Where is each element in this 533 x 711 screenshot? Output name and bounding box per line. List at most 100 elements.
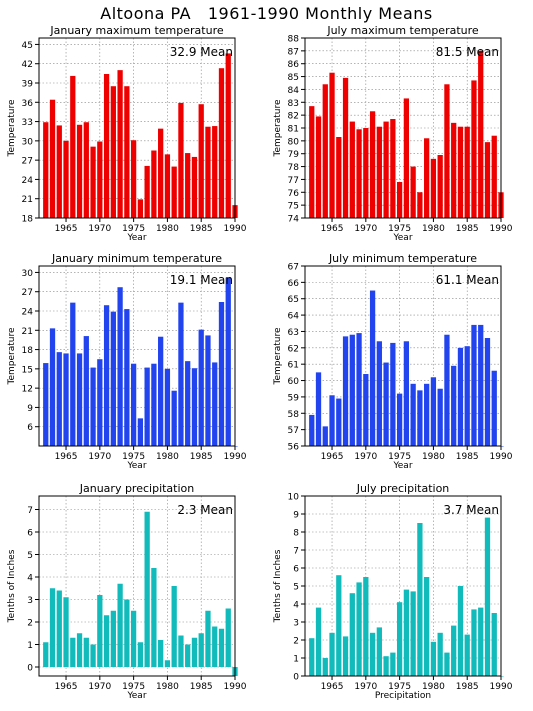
bar [130, 610, 137, 667]
bar [103, 615, 110, 667]
x-tick-label: 1970 [354, 682, 377, 692]
bar [457, 586, 464, 676]
bar [363, 374, 369, 446]
bar [410, 591, 416, 676]
bar [451, 122, 457, 218]
x-axis-label: Year [126, 691, 146, 701]
x-tick-label: 1980 [422, 452, 445, 462]
bar [424, 383, 430, 446]
bar [212, 126, 218, 218]
bar [110, 86, 116, 218]
bar [43, 642, 49, 667]
bar [124, 309, 130, 446]
x-tick-label: 1980 [422, 682, 445, 692]
x-tick-label: 1965 [321, 452, 344, 462]
chart-title: July maximum temperature [326, 24, 479, 37]
bar [424, 138, 430, 218]
bar [356, 582, 362, 676]
x-tick-label: 1990 [490, 224, 513, 234]
y-tick-label: 88 [288, 35, 300, 45]
bar [103, 305, 110, 446]
bar [117, 287, 123, 446]
bar [390, 119, 396, 218]
bar [151, 363, 157, 446]
bar [70, 637, 76, 667]
y-tick-label: 78 [288, 163, 300, 173]
bar [198, 633, 204, 667]
plot-border [304, 37, 502, 219]
bar [417, 390, 423, 446]
bar [356, 129, 362, 218]
bar [322, 84, 328, 219]
bar [185, 153, 191, 218]
y-tick-label: 36 [22, 99, 34, 109]
bar [315, 116, 322, 218]
bar [451, 625, 457, 676]
bar [70, 75, 76, 218]
bar [56, 590, 62, 667]
y-tick-label: 6 [293, 565, 299, 575]
y-tick-label: 45 [22, 41, 33, 51]
y-tick-label: 39 [22, 80, 34, 90]
y-tick-label: 18 [22, 215, 34, 225]
bar [491, 135, 497, 218]
bar [171, 586, 177, 667]
bar [178, 102, 184, 218]
bar [396, 182, 403, 218]
bar [484, 517, 491, 676]
bar [457, 347, 464, 446]
bar [178, 302, 184, 446]
y-tick-label: 5 [27, 551, 33, 561]
bar [164, 154, 171, 218]
bar [491, 613, 497, 676]
x-tick-label: 1985 [190, 452, 213, 462]
bar [417, 523, 423, 676]
plot-border [304, 265, 502, 447]
y-tick-label: 66 [288, 279, 300, 289]
y-tick-label: 83 [288, 99, 299, 109]
bar [315, 372, 322, 446]
y-tick-label: 7 [293, 547, 299, 557]
y-tick-label: 1 [293, 655, 299, 665]
y-tick-label: 7 [27, 506, 33, 516]
bar [329, 72, 335, 218]
bar [437, 388, 443, 446]
y-tick-label: 60 [288, 377, 300, 387]
bar [130, 140, 137, 218]
bar [336, 398, 342, 446]
bar [137, 199, 144, 218]
y-tick-label: 1 [27, 641, 33, 651]
bar [322, 426, 328, 446]
bar [376, 341, 382, 446]
y-axis-label: Temperature [7, 327, 17, 385]
x-tick-label: 1975 [388, 682, 411, 692]
chart-title: January minimum temperature [51, 252, 222, 265]
chart-title: January maximum temperature [49, 24, 223, 37]
bar [110, 311, 116, 446]
bar [63, 597, 69, 667]
chart-jul-precip: 0 1 2 3 4 5 6 7 8 9 10 1965 1970 1975 1980 1985 1990 July… [273, 482, 513, 701]
y-tick-label: 24 [22, 176, 34, 186]
bar [117, 70, 123, 218]
y-tick-label: 12 [22, 385, 33, 395]
bar [158, 640, 164, 667]
bar [457, 126, 464, 218]
chart-jan-min-temp: 6 9 12 15 18 21 24 27 30 1965 1970 1975 1980 1985 1990… [7, 252, 247, 471]
bar [97, 595, 103, 667]
bar [49, 588, 56, 667]
bar [137, 418, 144, 446]
x-tick-label: 1990 [224, 452, 247, 462]
mean-label: 32.9 Mean [170, 45, 233, 59]
bar [43, 363, 49, 446]
y-tick-label: 2 [293, 637, 299, 647]
bar [90, 367, 96, 446]
x-tick-label: 1965 [55, 224, 78, 234]
bar [471, 324, 477, 446]
bar [478, 324, 484, 446]
y-tick-label: 65 [288, 295, 299, 305]
y-axis-label: Tenths of Inches [7, 549, 17, 623]
x-tick-label: 1965 [321, 682, 344, 692]
bar [471, 609, 477, 676]
bar [43, 122, 49, 218]
bar [383, 362, 389, 446]
